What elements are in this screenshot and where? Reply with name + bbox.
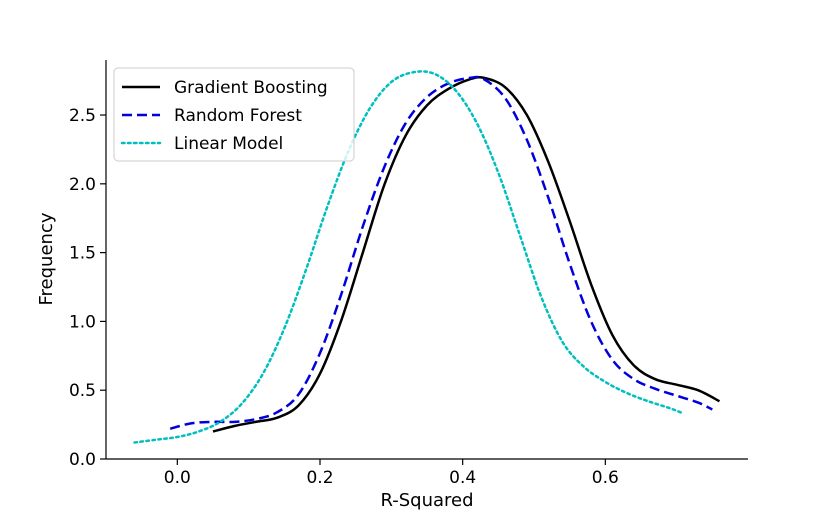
axes <box>105 60 748 460</box>
x-tick-label: 0.6 <box>592 468 619 488</box>
ticks: 0.0 0.2 0.4 0.6 0.0 0.5 1.0 1.5 2.0 2.5 <box>69 106 619 488</box>
series-layer <box>133 70 721 444</box>
x-tick-label: 0.2 <box>306 468 333 488</box>
legend-label-linear-model: Linear Model <box>174 134 283 154</box>
y-tick-label: 2.0 <box>69 175 96 195</box>
y-tick-label: 2.5 <box>69 106 96 126</box>
y-axis-title: Frequency <box>36 212 57 305</box>
series-line-linear-model <box>133 70 686 444</box>
y-tick-label: 1.0 <box>69 312 96 332</box>
legend: Gradient Boosting Random Forest Linear Mod… <box>113 67 355 162</box>
x-axis-title: R-Squared <box>380 490 473 511</box>
legend-box <box>113 67 355 162</box>
y-tick-label: 0.0 <box>69 450 96 470</box>
x-tick-label: 0.4 <box>449 468 476 488</box>
y-tick-label: 1.5 <box>69 244 96 264</box>
series-line-gradient-boosting <box>212 75 721 433</box>
legend-label-random-forest: Random Forest <box>174 106 302 126</box>
legend-label-gradient-boosting: Gradient Boosting <box>174 78 328 98</box>
y-tick-label: 0.5 <box>69 381 96 401</box>
x-tick-label: 0.0 <box>164 468 191 488</box>
